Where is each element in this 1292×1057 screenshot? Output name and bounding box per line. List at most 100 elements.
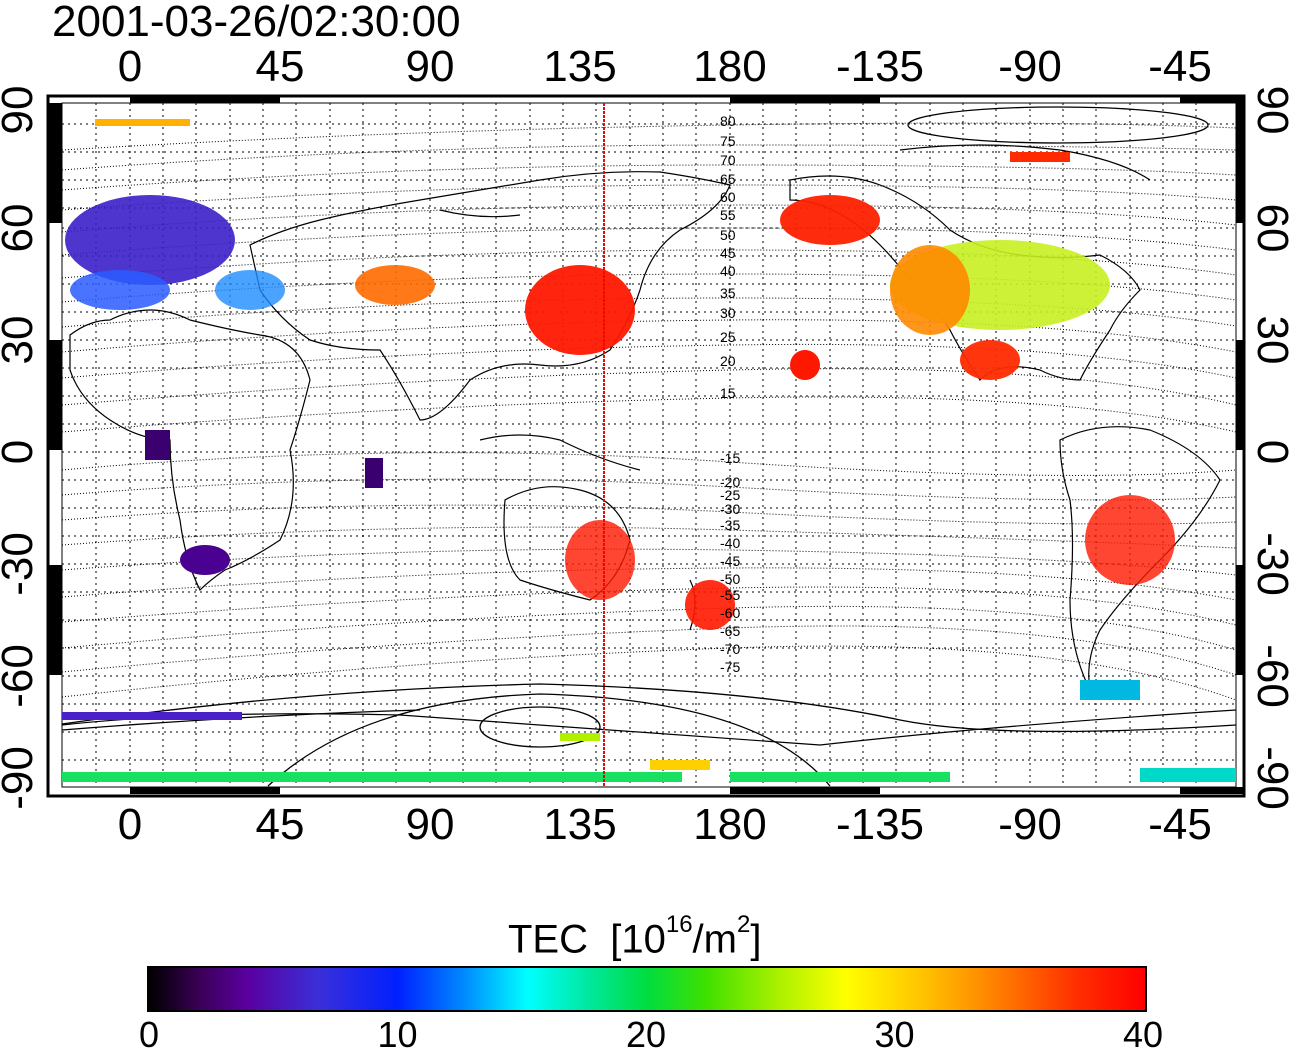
unit-exponent-2: 2 — [736, 911, 751, 938]
left-lat-tick-label-1: 60 — [0, 203, 42, 253]
mlat-label-14: -15 — [720, 450, 740, 466]
mlat-label-10: 30 — [720, 305, 736, 321]
right-lat-tick-label-2: 30 — [1248, 315, 1292, 365]
tec-patch-mexico — [960, 340, 1020, 380]
tec-patch-arctic-top — [95, 119, 190, 126]
tec-patch-europe — [65, 195, 235, 285]
mlat-label-5: 55 — [720, 207, 736, 223]
mlat-label-3: 65 — [720, 171, 736, 187]
mlat-label-7: 45 — [720, 245, 736, 261]
top-lon-tick-label-5: -135 — [835, 42, 925, 91]
bottom-lon-tick-label-3: 135 — [543, 800, 617, 849]
mlat-label-4: 60 — [720, 189, 736, 205]
mlat-label-21: -50 — [720, 571, 740, 587]
mlat-label-2: 70 — [720, 152, 736, 168]
mlat-label-20: -45 — [720, 553, 740, 569]
tec-data-patches — [62, 119, 1236, 782]
right-lat-tick-label-6: -90 — [1248, 746, 1292, 810]
left-lat-tick-label-5: -60 — [0, 644, 42, 708]
left-lat-tick-label-3: 0 — [0, 397, 43, 507]
top-lon-tick-label-6: -90 — [998, 42, 1062, 91]
mlat-label-0: 80 — [720, 113, 736, 129]
mlat-label-15: -20 — [720, 474, 740, 490]
tec-patch-antarctica-east — [650, 760, 710, 770]
unit-exponent-1: 16 — [665, 911, 693, 938]
bottom-lon-tick-label-0: 0 — [117, 800, 143, 849]
tec-patch-greenland — [1010, 152, 1070, 162]
tec-patch-antarctica-west — [62, 712, 242, 720]
colorbar-tick-label-2: 20 — [625, 1014, 667, 1055]
coastlines — [61, 144, 1237, 746]
tec-colorbar — [147, 966, 1147, 1012]
bottom-lon-tick-label-7: -45 — [1148, 800, 1212, 849]
mlat-label-9: 35 — [720, 285, 736, 301]
top-lon-tick-label-1: 45 — [255, 42, 305, 91]
map-frame — [46, 94, 1246, 798]
auroral-contours — [61, 106, 1237, 787]
magnetic-latitude-contours — [61, 122, 1237, 701]
magnetic-latitude-labels: 80 75 70 65 60 55 50 45 40 35 30 25 20 15 -15 -20-25-30… — [720, 113, 740, 675]
colorbar-tick-label-3: 30 — [874, 1014, 915, 1055]
bottom-lon-tick-label-1: 45 — [255, 800, 305, 849]
tec-patch-east-asia — [525, 265, 635, 355]
colorbar-label: TEC — [508, 917, 588, 962]
colorbar-tick-label-1: 10 — [377, 1014, 418, 1055]
mlat-label-17: -30 — [720, 501, 740, 517]
tec-patch-antarctica-mid — [560, 733, 600, 741]
mlat-label-6: 50 — [720, 227, 736, 243]
bottom-lon-tick-label-5: -135 — [835, 800, 925, 849]
tec-patch-north-america-west — [890, 245, 970, 335]
colorbar-tick-label-0: 0 — [138, 1014, 160, 1055]
left-lat-tick-label-6: -90 — [0, 746, 42, 810]
mlat-label-1: 75 — [720, 133, 736, 149]
left-lat-tick-label-0: 90 — [0, 85, 42, 135]
right-lat-tick-label-1: 60 — [1248, 203, 1292, 253]
tec-patch-pacific — [790, 350, 820, 380]
colorbar-tick-label-4: 40 — [1122, 1014, 1164, 1055]
right-lat-tick-label-5: -60 — [1248, 644, 1292, 708]
right-lat-tick-label-0: 90 — [1248, 85, 1292, 135]
tec-patch-antarctic-strip — [62, 772, 682, 782]
bottom-lon-tick-label-2: 90 — [405, 800, 455, 849]
top-lon-tick-label-7: -45 — [1148, 42, 1212, 91]
mlat-label-13: 15 — [720, 385, 736, 401]
tec-patch-south-america — [1085, 495, 1175, 585]
left-lat-tick-label-4: -30 — [0, 532, 42, 596]
tec-patch-africa-east — [145, 430, 170, 460]
top-lon-tick-label-2: 90 — [405, 42, 455, 91]
tec-patch-southern-africa — [180, 545, 230, 575]
mlat-label-24: -65 — [720, 623, 740, 639]
bottom-lon-tick-label-4: 180 — [693, 800, 767, 849]
mlat-label-8: 40 — [720, 263, 736, 279]
map-title: 2001-03-26/02:30:00 — [52, 0, 461, 46]
colorbar-title: TEC [1016/m2] — [508, 908, 761, 962]
bottom-lon-tick-label-6: -90 — [998, 800, 1062, 849]
mlat-label-19: -40 — [720, 535, 740, 551]
right-lat-tick-label-3: 0 — [1247, 397, 1292, 507]
top-lon-tick-label-4: 180 — [693, 42, 767, 91]
mlat-label-23: -60 — [720, 605, 740, 621]
top-lon-tick-label-0: 0 — [117, 42, 143, 91]
tec-patch-antarctic-strip-2 — [730, 772, 950, 782]
mlat-label-11: 25 — [720, 329, 736, 345]
mlat-label-12: 20 — [720, 353, 736, 369]
mlat-label-25: -70 — [720, 641, 740, 657]
tec-patch-central-asia — [355, 265, 435, 305]
mlat-label-22: -55 — [720, 587, 740, 603]
mlat-label-26: -75 — [720, 659, 740, 675]
tec-patch-antarctica-peninsula — [1080, 680, 1140, 700]
tec-patch-indian-ocean — [365, 458, 383, 488]
mlat-label-18: -35 — [720, 517, 740, 533]
tec-patch-europe-east — [215, 270, 285, 310]
tec-patch-new-zealand — [685, 580, 735, 630]
unit-mid: /m — [692, 917, 737, 962]
top-lon-tick-label-3: 135 — [543, 42, 617, 91]
tec-patch-australia — [565, 520, 635, 600]
tec-patch-antarctic-strip-3 — [1140, 768, 1236, 782]
unit-prefix: [10 — [610, 917, 666, 962]
tec-patch-europe-south — [70, 270, 170, 310]
frame-ticks — [48, 96, 1244, 794]
left-lat-tick-label-2: 30 — [0, 315, 42, 365]
mlat-label-16: -25 — [720, 487, 740, 503]
